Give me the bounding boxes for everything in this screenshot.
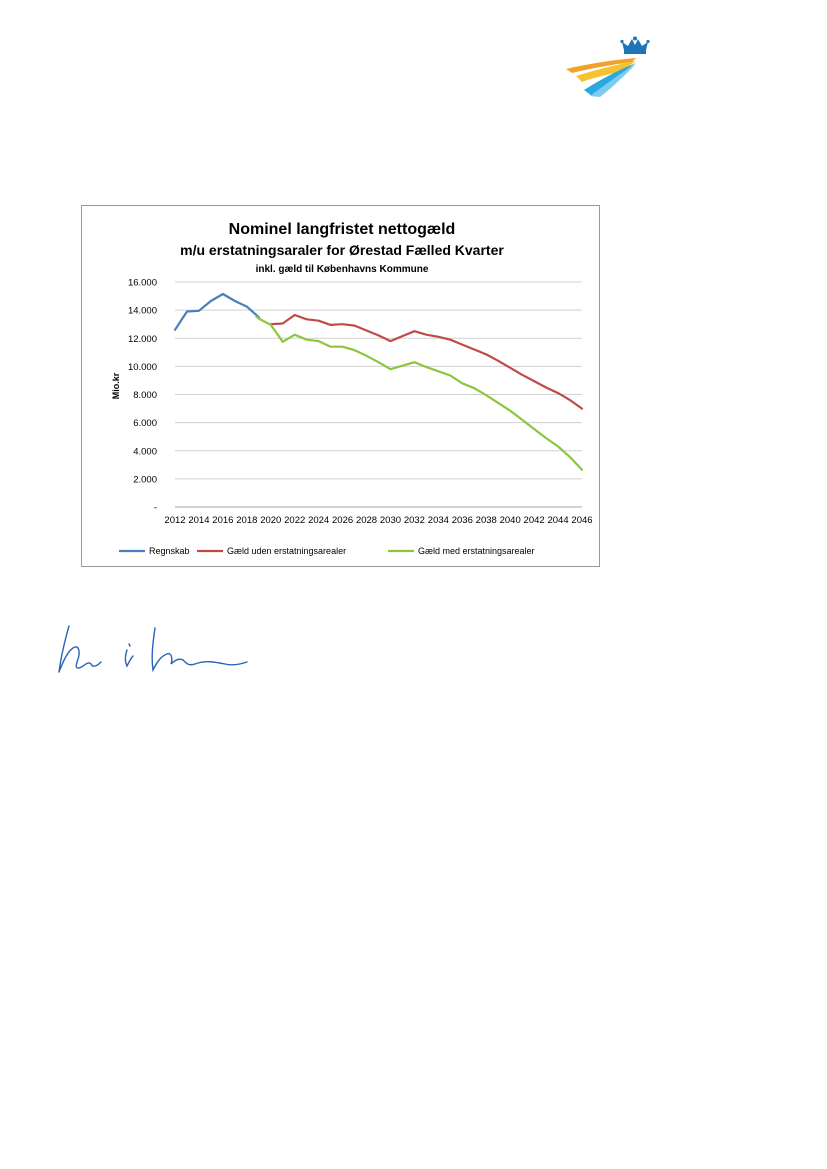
x-tick-label-6: 2024 [308, 515, 329, 526]
x-tick-label-12: 2036 [452, 515, 473, 526]
legend-label-2: Gæld med erstatningsarealer [418, 546, 535, 556]
logo-icon [566, 36, 650, 97]
x-tick-labels: 2012 2014 2016 2018 2020 2022 2024 2026 2028 2030… [164, 515, 592, 526]
legend-label-0: Regnskab [149, 546, 190, 556]
x-tick-label-8: 2028 [356, 515, 377, 526]
x-tick-label-17: 2046 [571, 515, 592, 526]
x-tick-label-2: 2016 [212, 515, 233, 526]
y-tick-label-5: 10.000 [128, 362, 157, 373]
y-tick-label-0: - [154, 503, 157, 514]
series-line-1 [269, 313, 584, 410]
y-tick-label-6: 12.000 [128, 334, 157, 345]
handwritten-signature-icon [58, 625, 248, 673]
crown-icon [620, 36, 650, 54]
chart-subtitle: m/u erstatningsaraler for Ørestad Fælled… [180, 242, 504, 258]
x-tick-label-15: 2042 [524, 515, 545, 526]
x-tick-label-0: 2012 [164, 515, 185, 526]
x-tick-label-10: 2032 [404, 515, 425, 526]
x-tick-label-5: 2022 [284, 515, 305, 526]
x-tick-label-4: 2020 [260, 515, 281, 526]
x-tick-label-7: 2026 [332, 515, 353, 526]
x-tick-label-9: 2030 [380, 515, 401, 526]
y-tick-label-2: 4.000 [133, 446, 157, 457]
series-line-0 [173, 292, 260, 331]
x-tick-label-16: 2044 [547, 515, 568, 526]
x-tick-label-14: 2040 [500, 515, 521, 526]
x-tick-label-3: 2018 [236, 515, 257, 526]
chart-title: Nominel langfristet nettogæld [229, 221, 456, 238]
legend: Regnskab Gæld uden erstatningsarealer Gæld… [119, 546, 535, 556]
x-tick-label-13: 2038 [476, 515, 497, 526]
y-tick-label-7: 14.000 [128, 306, 157, 317]
y-tick-label-1: 2.000 [133, 474, 157, 485]
x-tick-label-11: 2034 [428, 515, 449, 526]
y-tick-label-3: 6.000 [133, 418, 157, 429]
y-axis-label: Mio.kr [111, 372, 121, 399]
chart-frame: Nominel langfristet nettogæld m/u erstat… [81, 205, 600, 567]
chart: Nominel langfristet nettogæld m/u erstat… [111, 221, 593, 556]
y-tick-label-8: 16.000 [128, 278, 157, 289]
series-lines [173, 292, 584, 471]
legend-label-1: Gæld uden erstatningsarealer [227, 546, 346, 556]
x-tick-label-1: 2014 [188, 515, 209, 526]
chart-subtitle-2: inkl. gæld til Københavns Kommune [256, 264, 429, 275]
gridlines [175, 281, 582, 508]
y-tick-label-4: 8.000 [133, 390, 157, 401]
series-line-2 [255, 315, 584, 471]
y-tick-labels: - 2.000 4.000 6.000 8.000 10.000 12.000 14.000 1… [128, 278, 157, 514]
